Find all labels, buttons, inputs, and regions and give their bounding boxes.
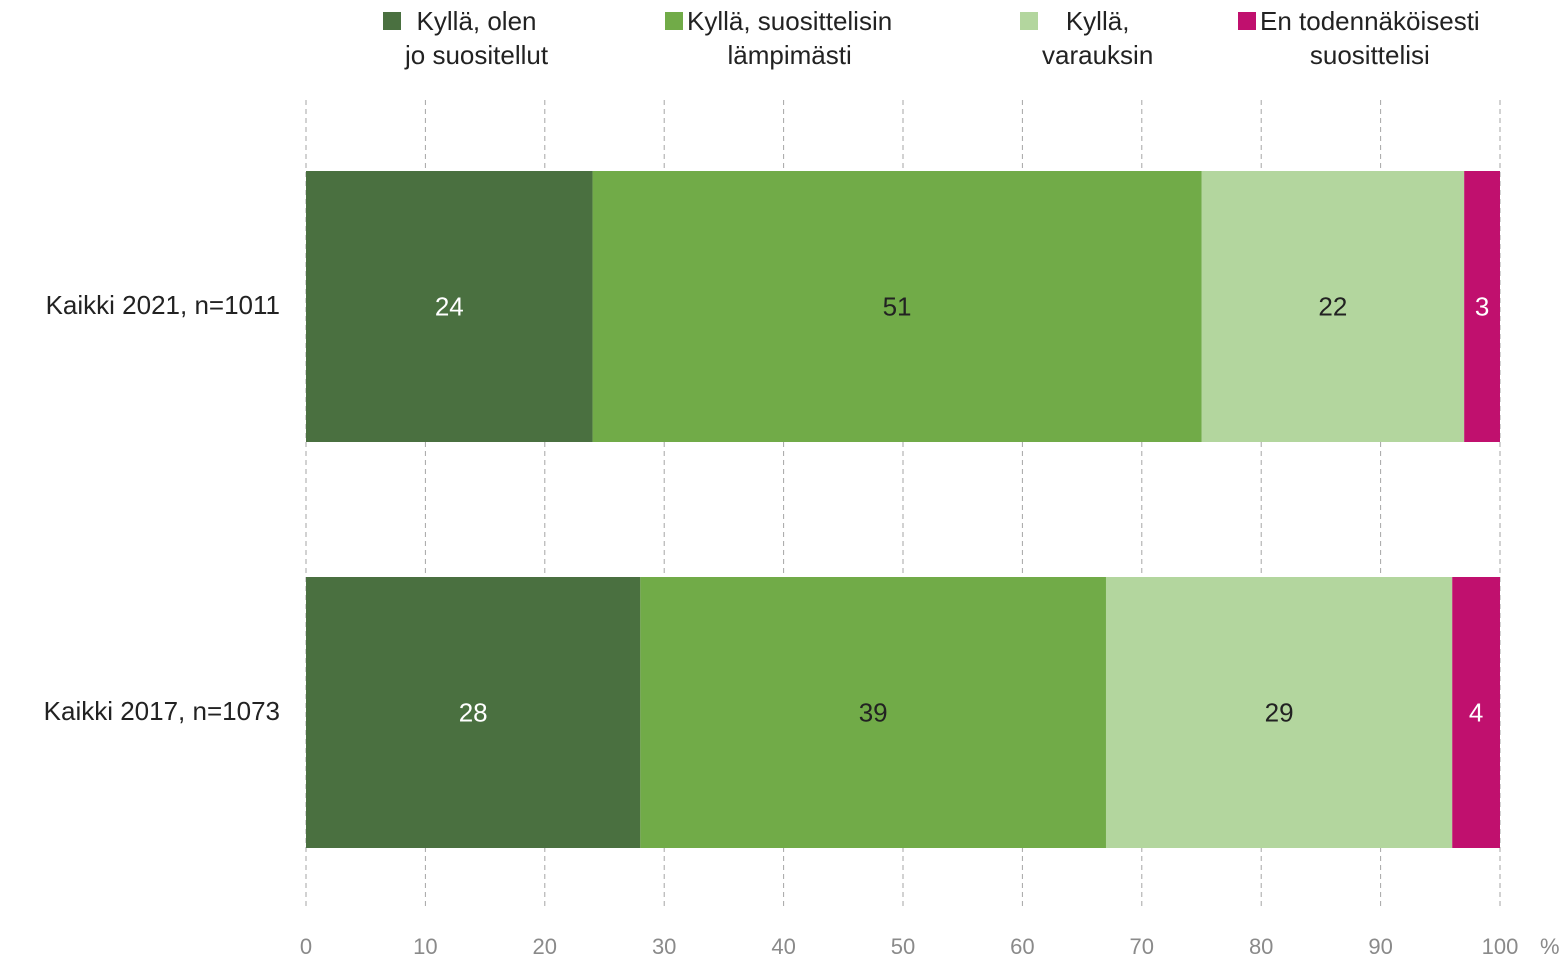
x-tick-label: 40 bbox=[771, 934, 796, 959]
legend-label-line: suosittelisi bbox=[1309, 40, 1430, 70]
bar-segment bbox=[1105, 577, 1453, 848]
bar-segment bbox=[1452, 577, 1500, 848]
legend-swatch bbox=[665, 12, 683, 30]
bars bbox=[306, 171, 1500, 848]
legend-label: Kyllä, suosittelisin lämpimästi bbox=[687, 4, 892, 72]
legend-label: Kyllä, varauksin bbox=[1042, 4, 1153, 72]
legend-label-line: Kyllä, olen bbox=[416, 6, 537, 36]
category-label: Kaikki 2021, n=1011 bbox=[45, 289, 280, 320]
bar-segment bbox=[1464, 171, 1500, 442]
x-tick-label: 90 bbox=[1368, 934, 1393, 959]
x-unit-label: % bbox=[1540, 934, 1560, 959]
x-tick-label: 0 bbox=[299, 934, 313, 959]
bar-segment bbox=[640, 577, 1106, 848]
bar-segment bbox=[306, 171, 593, 442]
data-label: 24 bbox=[435, 292, 464, 322]
data-label: 22 bbox=[1318, 292, 1347, 322]
data-label: 3 bbox=[1475, 292, 1489, 322]
data-label: 4 bbox=[1469, 698, 1483, 728]
x-tick-label: 10 bbox=[413, 934, 438, 959]
bar-segment bbox=[306, 577, 641, 848]
x-tick-label: 80 bbox=[1248, 934, 1274, 959]
bar-segment bbox=[1201, 171, 1465, 442]
x-tick-label: 20 bbox=[532, 934, 558, 959]
data-label: 28 bbox=[459, 698, 488, 728]
legend-label-line: jo suositellut bbox=[405, 40, 549, 70]
legend-label-line: En todennäköisesti bbox=[1260, 6, 1480, 36]
data-label: 39 bbox=[859, 698, 888, 728]
data-label: 51 bbox=[883, 292, 912, 322]
legend-label-line: lämpimästi bbox=[727, 40, 852, 70]
category-label: Kaikki 2017, n=1073 bbox=[43, 695, 280, 726]
legend-label-line: Kyllä, suosittelisin bbox=[687, 6, 893, 36]
data-label: 29 bbox=[1265, 698, 1294, 728]
legend-label: Kyllä, olen jo suositellut bbox=[405, 4, 548, 72]
bar-segment bbox=[592, 171, 1202, 442]
x-tick-label: 70 bbox=[1129, 934, 1155, 959]
legend-swatch bbox=[1020, 12, 1038, 30]
x-tick-label: 50 bbox=[890, 934, 916, 959]
data-labels: 24 51 22 3 28 39 29 4 bbox=[435, 292, 1490, 728]
x-tick-label: 100 bbox=[1481, 934, 1519, 959]
legend-swatch bbox=[1238, 12, 1256, 30]
legend-swatch bbox=[383, 12, 401, 30]
x-tick-label: 30 bbox=[651, 934, 677, 959]
x-tick-label: 60 bbox=[1010, 934, 1035, 959]
legend-label-line: varauksin bbox=[1042, 40, 1154, 70]
legend-label-line: Kyllä, bbox=[1065, 6, 1130, 36]
legend-label: En todennäköisesti suosittelisi bbox=[1260, 4, 1480, 72]
